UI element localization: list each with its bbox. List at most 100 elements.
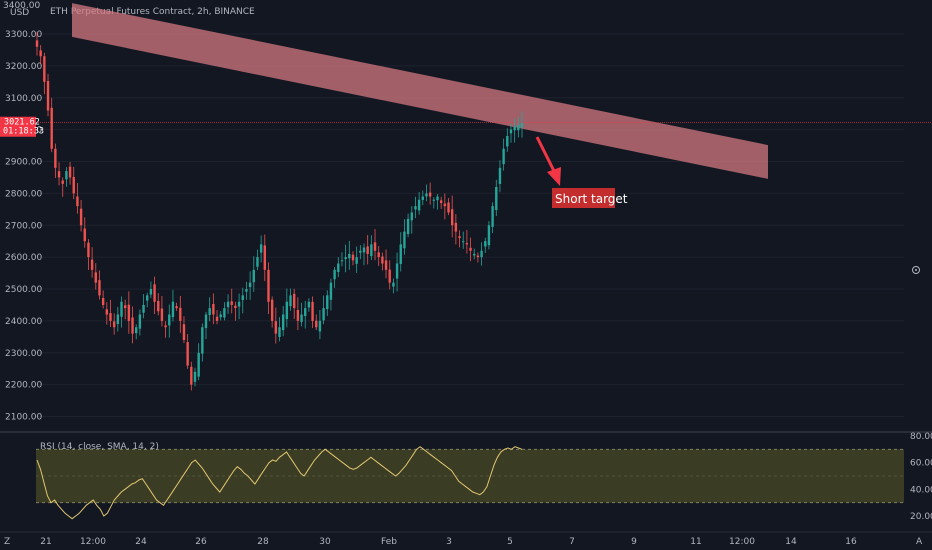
candle-body (138, 314, 142, 329)
price-tick-label: 2100.00 (5, 413, 42, 423)
candle-body (484, 241, 487, 247)
candle-body (98, 280, 101, 296)
log-scale-toggle[interactable]: Z (4, 537, 10, 547)
candle-body (381, 256, 384, 264)
candle-body (256, 257, 259, 267)
candle-body (384, 260, 388, 270)
candle-body (116, 314, 120, 325)
gear-icon-ring (912, 266, 920, 274)
candle-body (197, 352, 200, 377)
candle-body (230, 301, 233, 305)
candle-body (201, 327, 204, 354)
price-tick-label: 3200.00 (5, 62, 42, 72)
candle-body (366, 246, 369, 254)
arrow-head (547, 167, 561, 186)
candle-body (252, 269, 255, 283)
candle-body (241, 295, 244, 301)
candles[interactable] (35, 32, 524, 391)
candle-body (153, 284, 156, 302)
price-tag: 3021.62 01:18:33 (0, 116, 44, 137)
candle-body (480, 250, 483, 258)
price-tag-price: 3021.62 (4, 118, 40, 128)
candle-body (491, 206, 494, 227)
candle-body (204, 314, 208, 329)
time-tick-label: 11 (690, 537, 701, 547)
price-tick-label: 2600.00 (5, 253, 42, 263)
candle-body (487, 225, 491, 246)
candle-body (186, 342, 189, 366)
candle-body (131, 317, 134, 334)
price-tick-label: 2900.00 (5, 158, 42, 168)
candle-body (46, 80, 50, 111)
candle-body (278, 327, 281, 337)
candle-body (465, 243, 469, 245)
candle-body (226, 301, 230, 308)
candle-body (83, 228, 86, 242)
time-axis[interactable]: 21 12:00 24 26 28 30 Feb 3 5 7 9 11 12:00 14 16 (40, 537, 857, 547)
rsi-axis[interactable]: 80.00 60.00 40.00 20.00 (910, 432, 932, 522)
rsi-line[interactable] (36, 446, 523, 520)
price-tick-label: 2300.00 (5, 349, 42, 359)
rsi-tick-label: 80.00 (910, 432, 932, 442)
time-tick-label: 3 (446, 537, 452, 547)
candle-body (329, 282, 333, 300)
candle-body (87, 242, 90, 258)
price-tick-label: 3300.00 (5, 30, 42, 40)
candle-body (355, 257, 358, 264)
candle-body (443, 203, 447, 207)
candle-body (179, 307, 182, 321)
rsi-legend[interactable]: RSI (14, close, SMA, 14, 2) (40, 442, 159, 452)
candle-body (476, 255, 480, 258)
candle-body (359, 250, 362, 253)
price-tick-label: 3100.00 (5, 94, 42, 104)
candle-body (417, 199, 421, 211)
candle-body (513, 126, 516, 131)
candle-body (68, 166, 72, 178)
candle-body (208, 308, 211, 315)
rsi-tick-label: 20.00 (910, 512, 932, 522)
candle-body (428, 192, 432, 197)
candle-body (72, 176, 75, 194)
time-tick-label: 21 (40, 537, 51, 547)
candle-body (304, 308, 307, 316)
time-tick-label: 16 (845, 537, 857, 547)
candle-body (219, 314, 222, 318)
candle-body (61, 180, 64, 184)
candle-body (101, 298, 105, 305)
candle-body (506, 136, 509, 147)
auto-scale-toggle[interactable]: A (916, 537, 923, 547)
candle-body (432, 199, 436, 201)
candle-body (340, 260, 344, 262)
candle-body (142, 304, 145, 313)
candle-body (76, 196, 79, 207)
symbol-title[interactable]: ETH Perpetual Futures Contract, 2h, BINA… (50, 7, 255, 17)
candle-body (94, 272, 97, 283)
price-axis[interactable]: 2100.00 2200.00 2300.00 2400.00 2500.00 2600.… (5, 30, 42, 423)
candle-body (351, 254, 355, 261)
short-target-label[interactable]: Short target (552, 188, 628, 208)
time-tick-label: 28 (257, 537, 269, 547)
price-tag-box (0, 116, 36, 137)
candle-body (436, 196, 439, 201)
resistance-zone[interactable] (72, 3, 768, 179)
time-tick-label: 30 (319, 537, 331, 547)
candle-body (39, 50, 42, 57)
candle-body (90, 259, 94, 270)
gear-icon[interactable] (912, 266, 920, 274)
candle-body (193, 371, 197, 382)
short-target-box (552, 188, 615, 208)
price-tick-label: 2700.00 (5, 221, 42, 231)
rsi-tick-label: 40.00 (910, 485, 932, 495)
candle-body (337, 263, 340, 272)
time-tick-label: 5 (507, 537, 513, 547)
candle-body (344, 257, 347, 260)
candle-body (403, 231, 406, 249)
candle-body (248, 282, 252, 288)
candle-body (237, 301, 241, 307)
candle-body (274, 321, 278, 334)
price-tick-label: 2200.00 (5, 381, 42, 391)
candle-body (234, 305, 237, 309)
candle-body (410, 212, 413, 221)
candle-body (520, 122, 524, 128)
